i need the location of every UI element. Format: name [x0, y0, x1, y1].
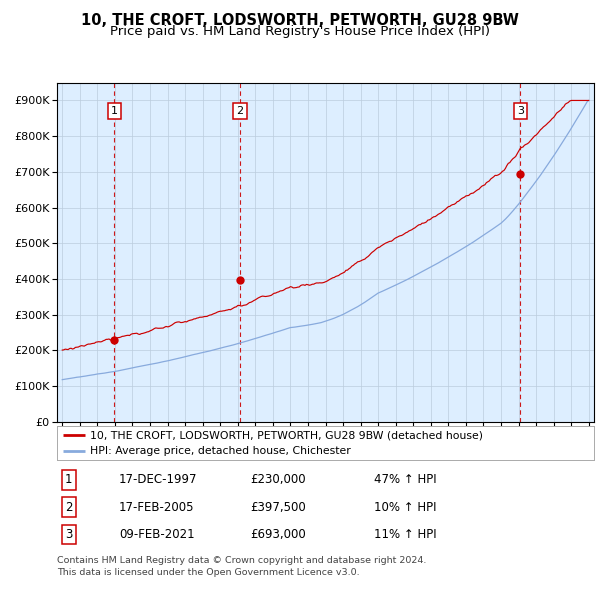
Text: £397,500: £397,500	[250, 500, 306, 514]
Text: £693,000: £693,000	[250, 528, 306, 541]
Text: 10, THE CROFT, LODSWORTH, PETWORTH, GU28 9BW (detached house): 10, THE CROFT, LODSWORTH, PETWORTH, GU28…	[90, 430, 483, 440]
Text: Price paid vs. HM Land Registry's House Price Index (HPI): Price paid vs. HM Land Registry's House …	[110, 25, 490, 38]
Text: 3: 3	[65, 528, 73, 541]
Text: 2: 2	[65, 500, 73, 514]
Text: 2: 2	[236, 106, 244, 116]
Text: HPI: Average price, detached house, Chichester: HPI: Average price, detached house, Chic…	[90, 446, 351, 456]
Text: 10% ↑ HPI: 10% ↑ HPI	[374, 500, 436, 514]
Text: 17-FEB-2005: 17-FEB-2005	[119, 500, 194, 514]
Text: 3: 3	[517, 106, 524, 116]
Text: 1: 1	[65, 473, 73, 486]
Text: 47% ↑ HPI: 47% ↑ HPI	[374, 473, 436, 486]
Text: 17-DEC-1997: 17-DEC-1997	[119, 473, 197, 486]
Text: 11% ↑ HPI: 11% ↑ HPI	[374, 528, 436, 541]
Text: £230,000: £230,000	[250, 473, 306, 486]
Text: 1: 1	[111, 106, 118, 116]
Text: 09-FEB-2021: 09-FEB-2021	[119, 528, 194, 541]
Text: 10, THE CROFT, LODSWORTH, PETWORTH, GU28 9BW: 10, THE CROFT, LODSWORTH, PETWORTH, GU28…	[81, 13, 519, 28]
Text: Contains HM Land Registry data © Crown copyright and database right 2024.
This d: Contains HM Land Registry data © Crown c…	[57, 556, 427, 576]
